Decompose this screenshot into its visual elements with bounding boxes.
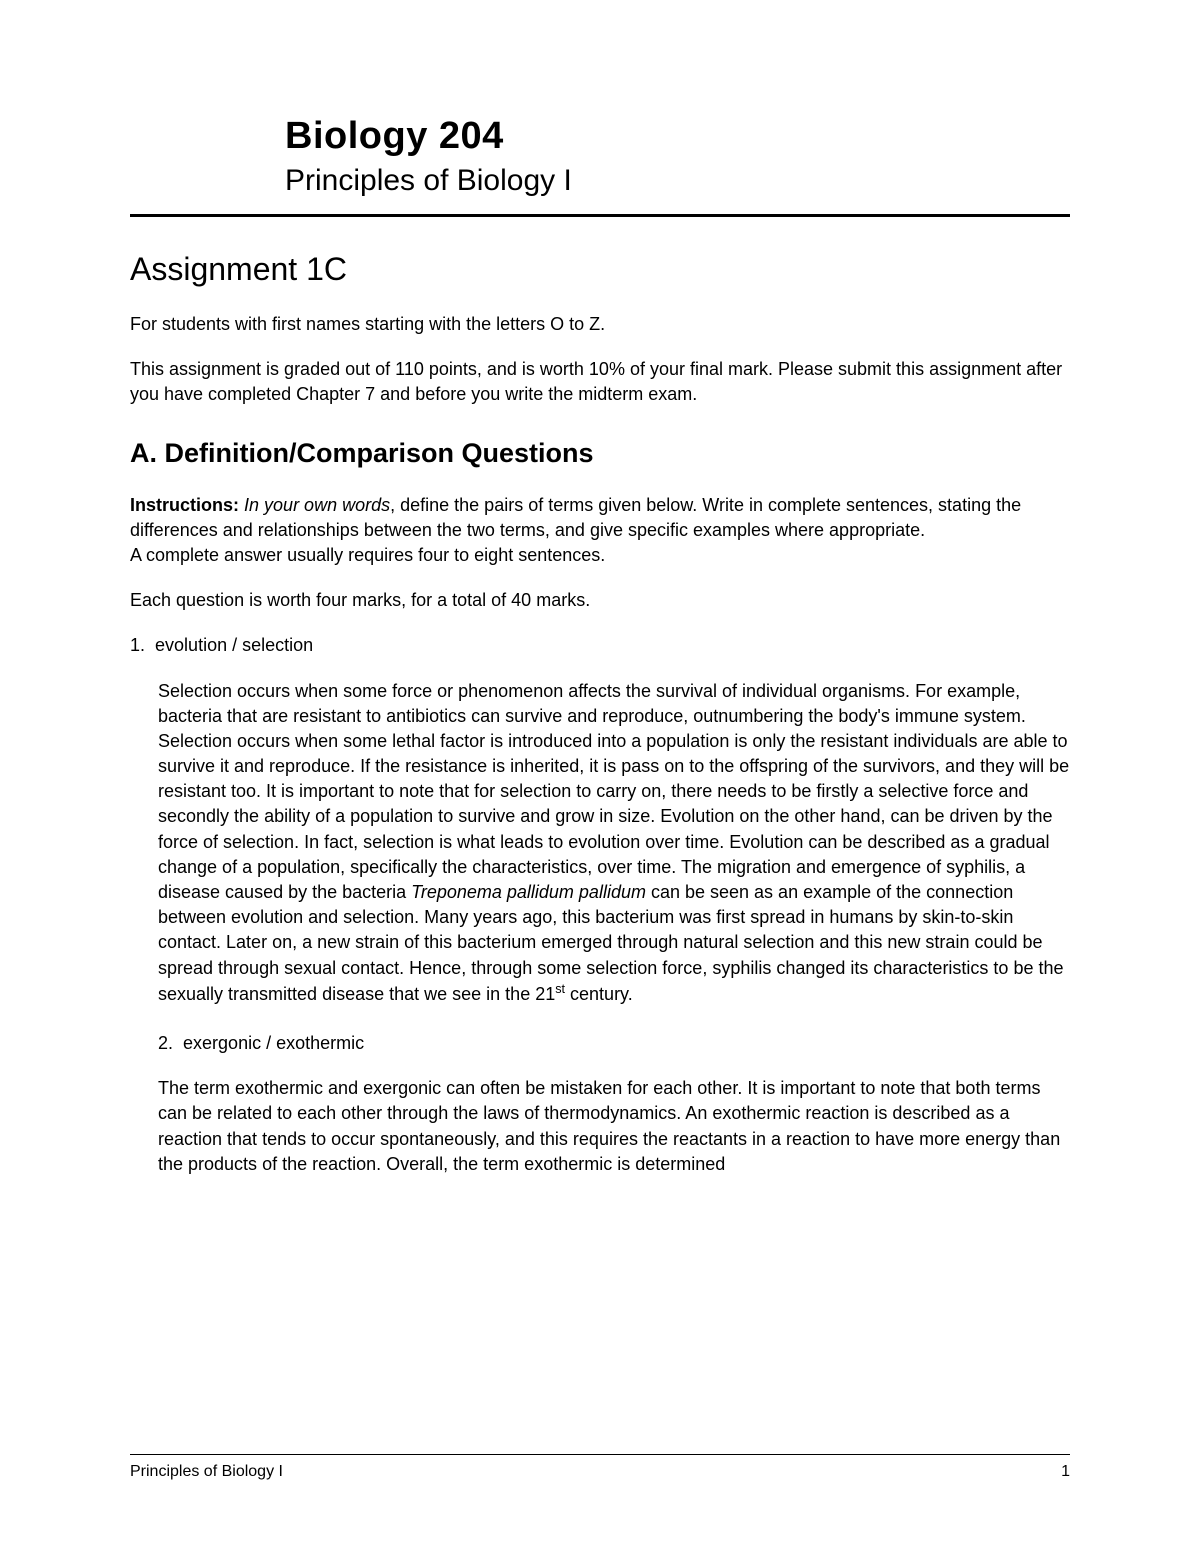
header-rule xyxy=(130,214,1070,217)
marks-line: Each question is worth four marks, for a… xyxy=(130,588,1070,613)
footer-page-number: 1 xyxy=(1061,1463,1070,1481)
instructions-line-2: A complete answer usually requires four … xyxy=(130,545,605,565)
question-1-superscript: st xyxy=(555,982,565,996)
question-2-number: 2. xyxy=(158,1033,173,1053)
question-2-body: The term exothermic and exergonic can of… xyxy=(158,1076,1070,1177)
assignment-title: Assignment 1C xyxy=(130,251,1070,288)
footer-rule xyxy=(130,1454,1070,1455)
instructions-paragraph: Instructions: In your own words, define … xyxy=(130,493,1070,569)
intro-paragraph-1: For students with first names starting w… xyxy=(130,312,1070,337)
course-subtitle: Principles of Biology I xyxy=(285,164,1070,198)
question-2-header: 2. exergonic / exothermic xyxy=(158,1031,1070,1056)
footer-left: Principles of Biology I xyxy=(130,1463,283,1481)
question-2-terms: exergonic / exothermic xyxy=(183,1033,364,1053)
instructions-label: Instructions: xyxy=(130,495,239,515)
question-1-body: Selection occurs when some force or phen… xyxy=(158,679,1070,1007)
instructions-italic: In your own words xyxy=(244,495,390,515)
course-title: Biology 204 xyxy=(285,115,1070,158)
question-1-italic: Treponema pallidum pallidum xyxy=(411,882,646,902)
section-a-title: A. Definition/Comparison Questions xyxy=(130,438,1070,469)
question-1-terms: evolution / selection xyxy=(155,635,313,655)
page-footer: Principles of Biology I 1 xyxy=(130,1454,1070,1481)
document-page: Biology 204 Principles of Biology I Assi… xyxy=(0,0,1200,1177)
intro-paragraph-2: This assignment is graded out of 110 poi… xyxy=(130,357,1070,407)
question-1-text-1: Selection occurs when some force or phen… xyxy=(158,681,1069,903)
question-1-text-3: century. xyxy=(565,984,633,1004)
question-1-number: 1. xyxy=(130,635,145,655)
question-1-header: 1. evolution / selection xyxy=(130,633,1070,658)
footer-row: Principles of Biology I 1 xyxy=(130,1463,1070,1481)
document-header: Biology 204 Principles of Biology I xyxy=(285,115,1070,198)
question-list: 1. evolution / selection Selection occur… xyxy=(130,633,1070,1177)
